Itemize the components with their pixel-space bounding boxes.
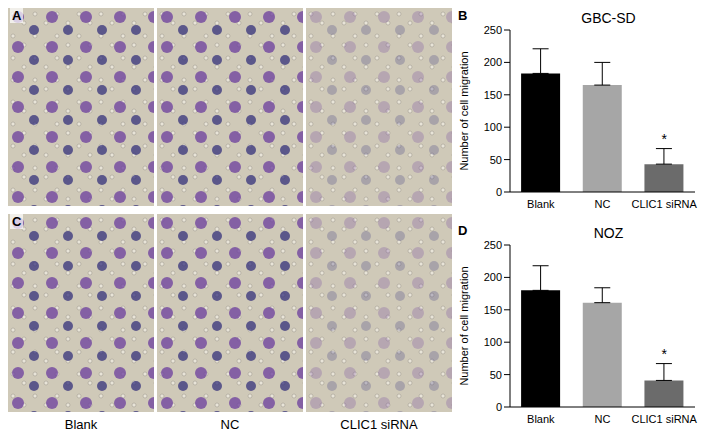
svg-text:NC: NC	[595, 198, 611, 210]
svg-text:200: 200	[484, 56, 502, 68]
svg-text:50: 50	[490, 154, 502, 166]
html-text:C: C	[12, 214, 22, 229]
svg-text:Blank: Blank	[527, 413, 555, 425]
html-text:B: B	[458, 8, 468, 23]
svg-text:100: 100	[484, 336, 502, 348]
svg-text:250: 250	[484, 24, 502, 36]
svg-text:100: 100	[484, 121, 502, 133]
svg-text:0: 0	[496, 401, 502, 413]
svg-text:Blank: Blank	[527, 198, 555, 210]
svg-text:CLIC1 siRNA: CLIC1 siRNA	[631, 413, 697, 425]
svg-text:0: 0	[496, 186, 502, 198]
svg-text:*: *	[661, 131, 667, 147]
svg-text:200: 200	[484, 271, 502, 283]
html-text:Blank: Blank	[64, 417, 98, 432]
html-text:D: D	[458, 223, 468, 238]
html-text:CLIC1 siRNA: CLIC1 siRNA	[340, 417, 418, 432]
html-text:NOZ: NOZ	[593, 225, 624, 241]
svg-text:*: *	[661, 346, 667, 362]
html-text:NC: NC	[220, 417, 240, 432]
svg-text:Number of cell migration: Number of cell migration	[458, 266, 470, 385]
svg-text:150: 150	[484, 89, 502, 101]
svg-text:250: 250	[484, 239, 502, 251]
svg-text:NC: NC	[595, 413, 611, 425]
svg-text:50: 50	[490, 369, 502, 381]
html-text:A: A	[12, 8, 22, 23]
svg-text:150: 150	[484, 304, 502, 316]
html-text:GBC-SD: GBC-SD	[581, 10, 636, 26]
svg-text:CLIC1 siRNA: CLIC1 siRNA	[631, 198, 697, 210]
svg-text:Number of cell migration: Number of cell migration	[458, 51, 470, 170]
